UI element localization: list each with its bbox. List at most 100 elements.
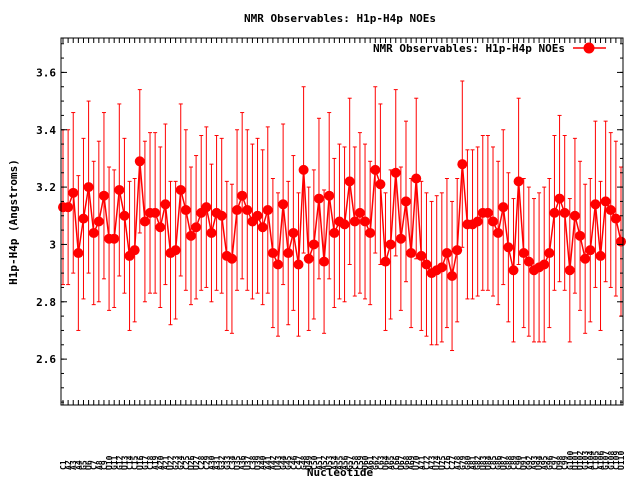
x-tick-label: A78 — [453, 455, 462, 470]
x-tick-label: U39 — [254, 455, 263, 470]
data-point — [365, 227, 376, 238]
data-point — [303, 253, 314, 264]
data-point — [206, 227, 217, 238]
x-tick-label: G48 — [300, 455, 309, 470]
x-tick-label: U27 — [192, 455, 201, 470]
x-tick-label: U43 — [274, 455, 283, 470]
x-tick-label: C76 — [443, 455, 452, 470]
x-tick-label: U70 — [412, 455, 421, 470]
data-point — [185, 230, 196, 241]
x-tick-label: C47 — [294, 455, 303, 470]
x-tick-label: A73 — [428, 455, 437, 470]
x-tick-label: G68 — [402, 455, 411, 470]
data-point — [559, 207, 570, 218]
x-tick-label: A54 — [330, 455, 339, 470]
x-tick-label: C9 — [100, 460, 109, 470]
data-point — [237, 190, 248, 201]
x-tick-label: A71 — [417, 455, 426, 470]
data-point — [308, 239, 319, 250]
y-tick-label: 2.8 — [36, 296, 56, 309]
data-point — [616, 236, 626, 247]
x-tick-label: C50 — [310, 455, 319, 470]
data-point — [119, 210, 130, 221]
x-tick-label: U26 — [187, 455, 196, 470]
x-tick-label: A36 — [238, 455, 247, 470]
data-point — [385, 239, 396, 250]
x-tick-label: C66 — [392, 455, 401, 470]
x-tick-label: G12 — [115, 455, 124, 470]
data-point — [257, 222, 268, 233]
data-point — [134, 156, 145, 167]
data-point — [523, 256, 534, 267]
data-point — [201, 202, 212, 213]
x-axis: C1A2A3A4G5U6C7A8C9U10G11G12U13C14C15U16G… — [59, 38, 626, 470]
x-tick-label: A56 — [341, 455, 350, 470]
x-tick-label: C105 — [591, 451, 600, 470]
x-tick-label: A95 — [540, 455, 549, 470]
x-tick-label: C85 — [489, 455, 498, 470]
data-point — [170, 245, 181, 256]
data-point — [324, 190, 335, 201]
data-point — [436, 262, 447, 273]
x-tick-label: C25 — [182, 455, 191, 470]
data-point — [370, 164, 381, 175]
x-tick-label: G57 — [346, 455, 355, 470]
data-point — [549, 207, 560, 218]
x-tick-label: G33 — [223, 455, 232, 470]
data-point — [411, 173, 422, 184]
data-point — [93, 216, 104, 227]
x-tick-label: A61 — [366, 455, 375, 470]
x-tick-label: C77 — [448, 455, 457, 470]
data-point — [457, 159, 468, 170]
legend-marker-sample — [583, 42, 595, 54]
x-tick-label: C97 — [550, 455, 559, 470]
data-point — [98, 190, 109, 201]
x-tick-label: A104 — [586, 451, 595, 470]
x-tick-label: U35 — [233, 455, 242, 470]
data-point — [610, 213, 621, 224]
x-tick-label: G45 — [284, 455, 293, 470]
data-point — [472, 216, 483, 227]
x-tick-label: A19 — [151, 455, 160, 470]
data-point — [313, 193, 324, 204]
y-tick-label: 3 — [49, 238, 56, 251]
data-point — [605, 205, 616, 216]
data-point — [513, 176, 524, 187]
plot-frame — [60, 37, 624, 406]
data-point — [278, 199, 289, 210]
data-point — [78, 213, 89, 224]
data-point — [155, 222, 166, 233]
x-tick-label: A41 — [264, 455, 273, 470]
x-tick-label: A93 — [530, 455, 539, 470]
x-tick-label: C109 — [612, 451, 621, 470]
x-tick-label: C34 — [228, 455, 237, 470]
x-tick-label: A31 — [213, 455, 222, 470]
x-tick-label: U13 — [120, 455, 129, 470]
data-point — [595, 250, 606, 261]
y-tick-label: 3.2 — [36, 181, 56, 194]
data-point — [252, 210, 263, 221]
x-tick-label: A40 — [259, 455, 268, 470]
plot-area — [58, 80, 626, 352]
x-tick-label: U75 — [438, 455, 447, 470]
data-point — [580, 253, 591, 264]
x-tick-label: A52 — [320, 455, 329, 470]
x-tick-label: C46 — [289, 455, 298, 470]
y-tick-label: 3.6 — [36, 66, 56, 79]
data-point — [226, 253, 237, 264]
x-tick-label: G11 — [110, 455, 119, 470]
data-point — [83, 182, 94, 193]
data-point — [441, 248, 452, 259]
x-tick-label: U84 — [484, 455, 493, 470]
x-tick-label: A51 — [315, 455, 324, 470]
data-point — [590, 199, 601, 210]
x-tick-label: C89 — [509, 455, 518, 470]
data-point — [564, 265, 575, 276]
data-point — [452, 245, 463, 256]
x-tick-label: C7 — [90, 460, 99, 470]
x-tick-label: U94 — [535, 455, 544, 470]
x-tick-label: G44 — [279, 455, 288, 470]
x-tick-label: A69 — [407, 455, 416, 470]
x-tick-label: A30 — [207, 455, 216, 470]
data-point — [262, 205, 273, 216]
